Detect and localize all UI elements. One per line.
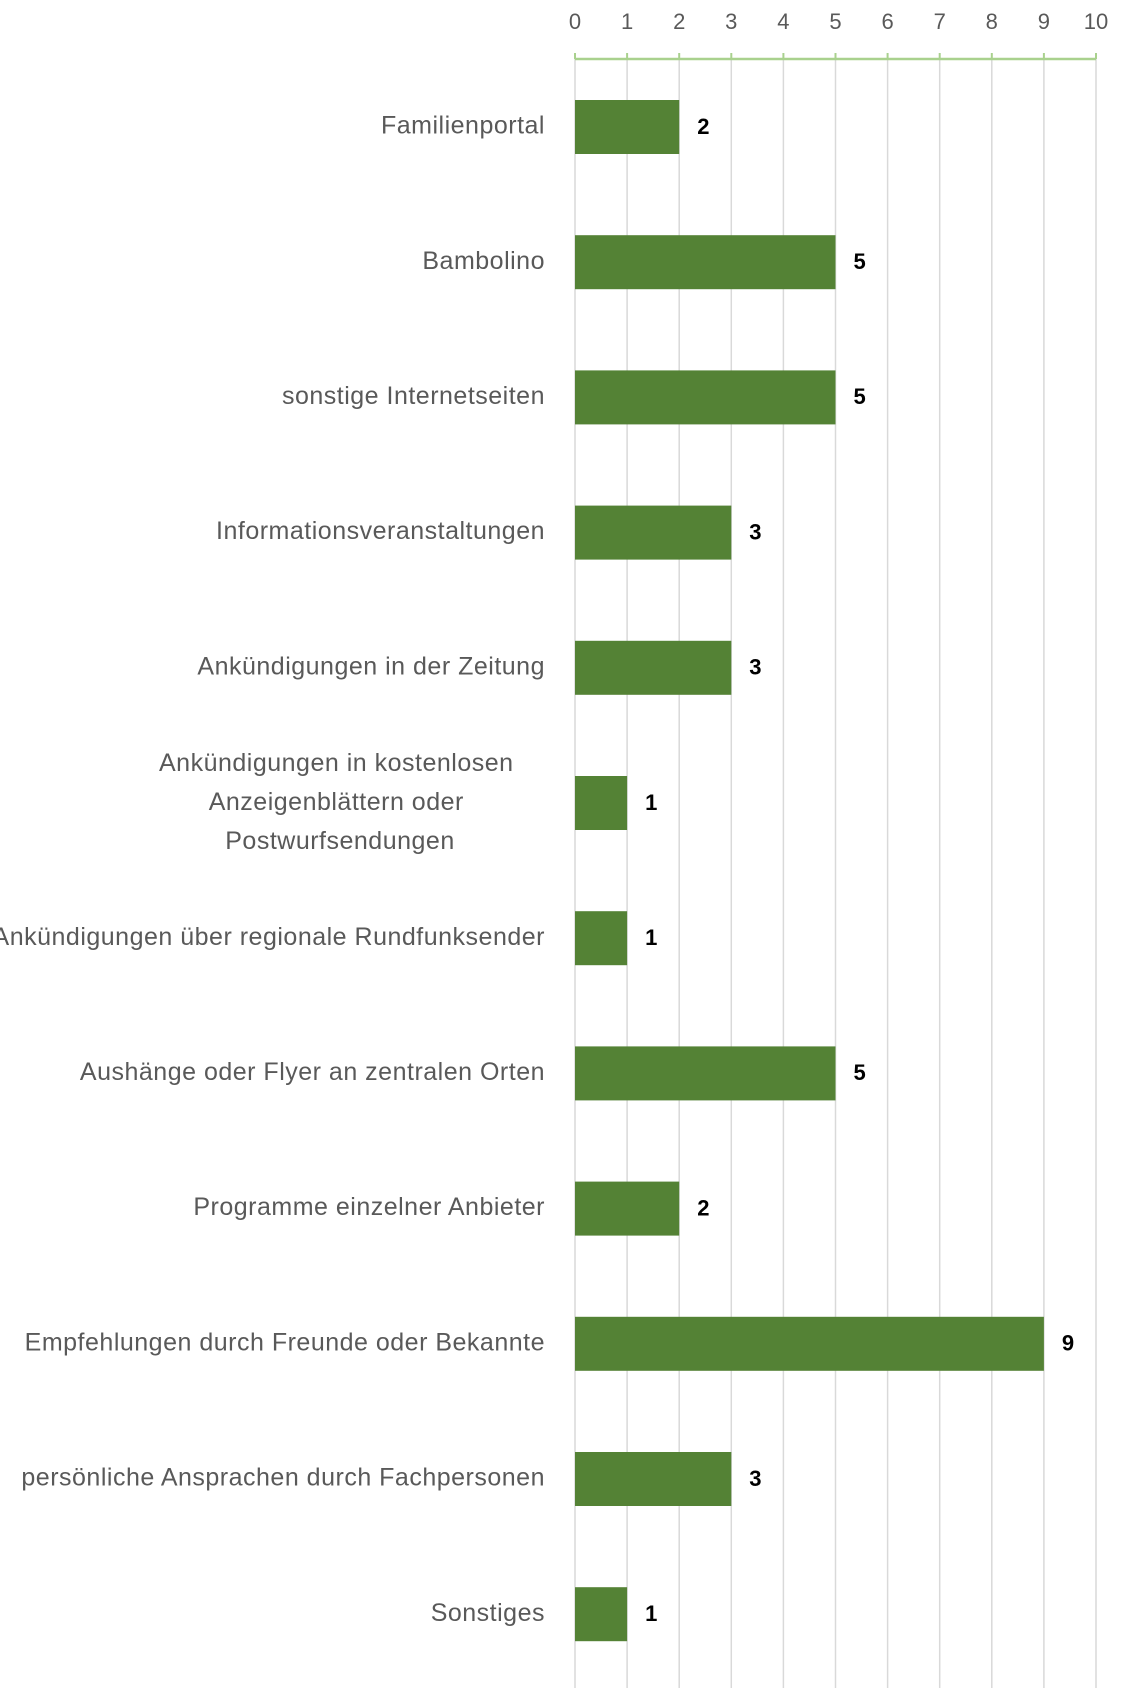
category-label: Ankündigungen in der Zeitung [197,652,545,680]
x-tick-label: 7 [934,9,946,34]
value-label: 3 [749,519,761,544]
x-tick-label: 2 [673,9,685,34]
x-tick-label: 10 [1084,9,1108,34]
value-label: 2 [697,1195,709,1220]
bar [575,1452,732,1506]
bar [575,640,732,695]
category-label: sonstige Internetseiten [282,382,545,410]
category-label: persönliche Ansprachen durch Fachpersone… [21,1464,545,1492]
value-label: 9 [1062,1331,1074,1356]
category-label: Ankündigungen über regionale Rundfunksen… [0,923,545,951]
category-label: Sonstiges [431,1599,545,1627]
category-label: Aushänge oder Flyer an zentralen Orten [80,1058,545,1086]
x-tick-label: 3 [725,9,737,34]
bar [575,1181,680,1236]
category-label-line: Anzeigenblättern oder [209,788,472,816]
x-tick-label: 4 [777,9,789,34]
category-label: Informationsveranstaltungen [216,517,545,545]
x-tick-label: 9 [1038,9,1050,34]
bar [575,100,680,154]
bar [575,1316,1044,1371]
bar [575,235,836,290]
bar [575,776,628,830]
category-label: Programme einzelner Anbieter [193,1193,545,1221]
bar [575,1046,836,1101]
x-tick-label: 5 [829,9,841,34]
bar [575,505,732,560]
bar [575,370,836,425]
value-label: 1 [645,925,657,950]
bar [575,1587,628,1642]
category-label-line: Postwurfsendungen [225,827,454,855]
category-label: Familienportal [381,112,545,140]
category-label: Bambolino [422,247,545,275]
x-tick-label: 1 [621,9,633,34]
value-label: 5 [854,1060,866,1085]
x-tick-label: 6 [881,9,893,34]
value-label: 1 [645,790,657,815]
category-label: Ankündigungen in kostenlosen Anzeigenblä… [159,749,521,855]
value-label: 2 [697,114,709,139]
value-label: 5 [854,384,866,409]
x-tick-label: 8 [986,9,998,34]
x-tick-label: 0 [569,9,581,34]
value-label: 1 [645,1601,657,1626]
category-label-line: Ankündigungen in kostenlosen [159,749,521,777]
value-label: 3 [749,1466,761,1491]
bar [575,911,628,966]
category-label: Empfehlungen durch Freunde oder Bekannte [25,1328,545,1356]
value-label: 5 [854,249,866,274]
value-label: 3 [749,655,761,680]
